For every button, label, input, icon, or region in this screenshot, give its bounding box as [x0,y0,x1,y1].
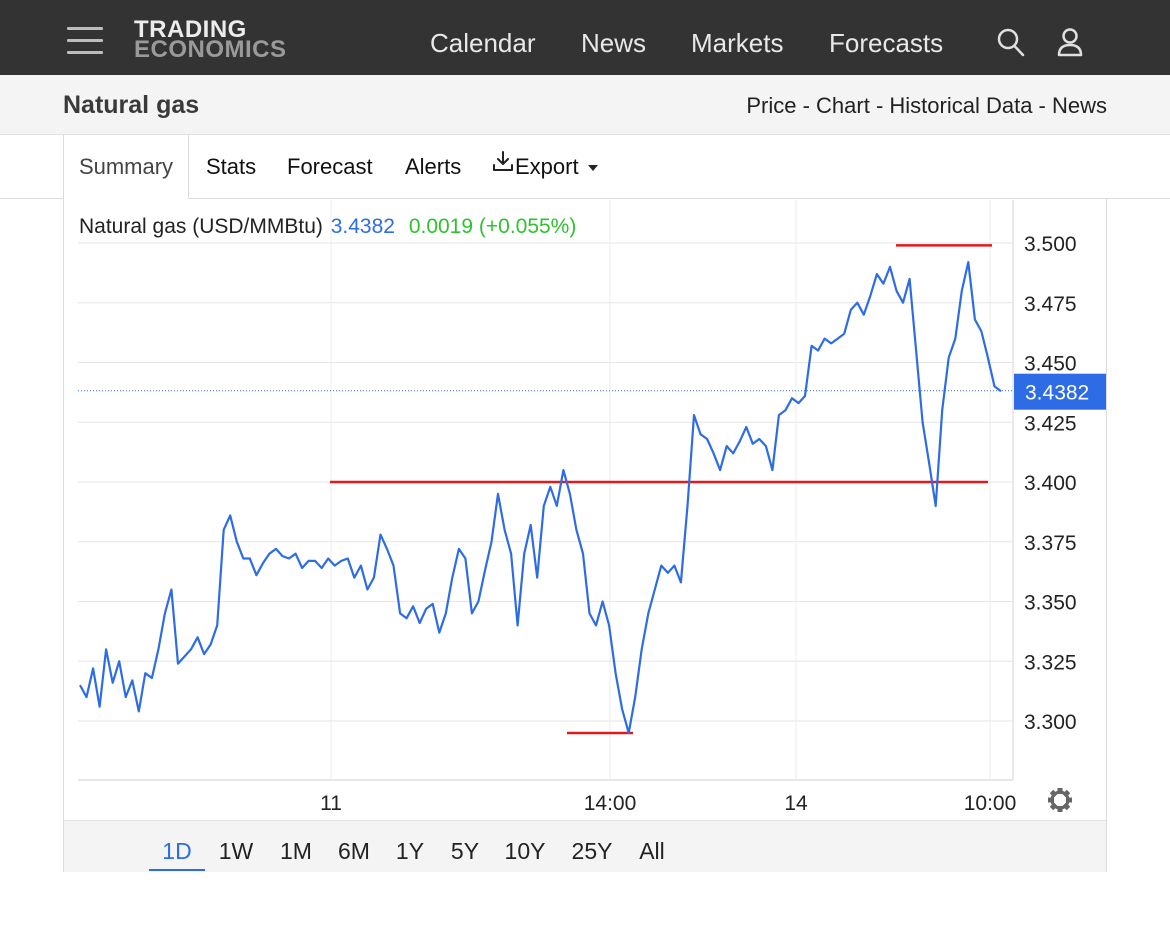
range-25y[interactable]: 25Y [571,838,613,864]
legend-name: Natural gas (USD/MMBtu) [79,215,323,238]
tab-export[interactable]: Export [491,135,599,198]
page-sublinks[interactable]: Price - Chart - Historical Data - News [746,93,1107,118]
gear-icon[interactable] [1048,788,1072,812]
y-tick-label: 3.450 [1024,353,1077,376]
y-tick-label: 3.425 [1024,412,1077,435]
caret-down-icon [587,134,599,197]
y-tick-label: 3.500 [1024,233,1077,256]
tab-stats[interactable]: Stats [206,154,257,179]
range-1y[interactable]: 1Y [395,838,425,864]
export-label: Export [515,154,579,179]
range-1w[interactable]: 1W [218,838,254,864]
tab-summary[interactable]: Summary [63,135,189,199]
range-10y[interactable]: 10Y [504,838,546,864]
tab-bar: Summary Stats Forecast Alerts Export [0,135,1170,199]
range-1m[interactable]: 1M [280,838,312,864]
nav-news[interactable]: News [581,28,647,58]
range-1d[interactable]: 1D [149,821,205,871]
x-tick-label: 14 [784,792,808,815]
last-price-tag [1014,373,1106,410]
tab-forecast[interactable]: Forecast [287,154,373,179]
legend-change: 0.0019 (+0.055%) [408,215,577,238]
logo-line-1: TRADING [134,16,247,43]
price-series-line [79,261,1002,735]
x-tick-label: 10:00 [964,792,1017,815]
y-tick-label: 3.400 [1024,472,1077,495]
last-price-tag-label: 3.4382 [1025,382,1089,405]
page-title: Natural gas [63,91,200,119]
trading-economics-logo[interactable]: TRADING ECONOMICS [134,18,287,62]
range-5y[interactable]: 5Y [450,838,480,864]
range-6m[interactable]: 6M [338,838,370,864]
x-tick-label: 14:00 [584,792,637,815]
y-tick-label: 3.300 [1024,711,1077,734]
tab-alerts[interactable]: Alerts [405,154,462,179]
chart-legend: Natural gas (USD/MMBtu) 3.4382 0.0019 (+… [79,215,576,239]
y-tick-label: 3.475 [1024,293,1077,316]
download-icon [491,134,515,197]
legend-price: 3.4382 [330,215,395,238]
range-all[interactable]: All [639,838,665,864]
y-tick-label: 3.325 [1024,651,1077,674]
page-header: Natural gas Price - Chart - Historical D… [0,75,1170,135]
top-navigation-bar: TRADING ECONOMICS Calendar News Markets … [0,0,1170,75]
nav-forecasts[interactable]: Forecasts [829,28,944,58]
search-icon[interactable] [996,26,1026,58]
nav-calendar[interactable]: Calendar [430,28,536,58]
user-icon[interactable] [1056,26,1086,58]
menu-icon[interactable] [67,27,103,55]
y-tick-label: 3.375 [1024,532,1077,555]
range-selector: 1D 1W 1M 6M 1Y 5Y 10Y 25Y All [64,820,1106,872]
nav-markets[interactable]: Markets [691,28,784,58]
x-tick-label: 11 [320,792,342,815]
y-tick-label: 3.350 [1024,592,1077,615]
logo-line-2: ECONOMICS [134,36,287,63]
